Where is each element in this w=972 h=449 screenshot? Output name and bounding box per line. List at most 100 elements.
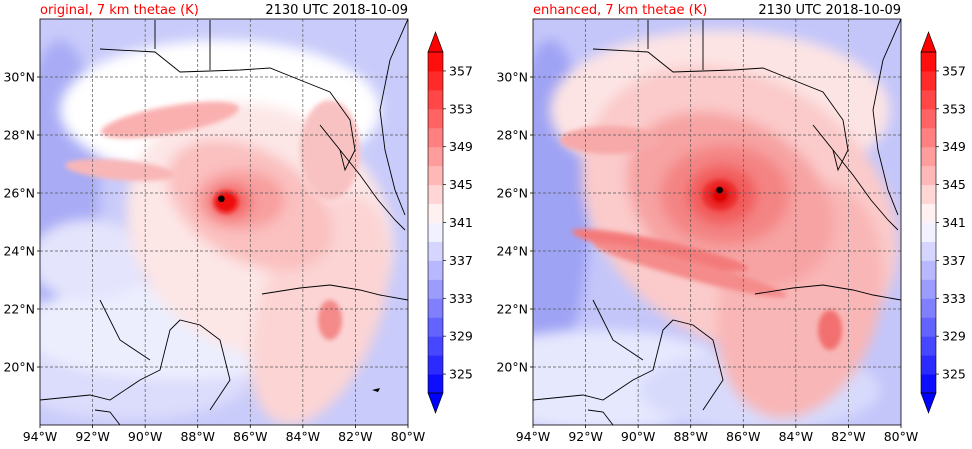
colorbar-band: [428, 336, 443, 356]
colorbar-band: [921, 89, 936, 110]
colorbar-band: [921, 374, 936, 394]
y-tick-label: 30°N: [3, 70, 35, 85]
x-tick-label: 84°W: [286, 429, 321, 444]
y-tick-label: 26°N: [496, 186, 528, 201]
colorbar-tick-label: 341: [449, 215, 473, 230]
colorbar-band: [921, 260, 936, 280]
y-tick-label: 22°N: [3, 302, 35, 317]
colorbar-tick-label: 357: [449, 63, 473, 78]
colorbar-band: [921, 336, 936, 356]
panel-title-left: enhanced, 7 km thetae (K): [533, 3, 707, 18]
colorbar-band: [921, 317, 936, 337]
colorbar-tick-label: 357: [942, 63, 966, 78]
colorbar-tick-label: 345: [942, 177, 966, 192]
y-tick-label: 30°N: [496, 70, 528, 85]
colorbar-band: [428, 146, 443, 167]
x-tick-label: 88°W: [180, 429, 215, 444]
storm-center-marker: [218, 195, 225, 203]
colorbar-band: [921, 146, 936, 167]
colorbar-band: [428, 184, 443, 205]
colorbar-band: [428, 203, 443, 223]
colorbar-band: [921, 52, 936, 72]
colorbar-extend-min: [920, 392, 937, 414]
colorbar-tick-label: 353: [942, 101, 966, 116]
colorbar-band: [921, 184, 936, 205]
colorbar-band: [428, 355, 443, 375]
colorbar-original: 325 329 333 337 341 345 349 353 357: [427, 31, 473, 414]
panel-title-right: 2130 UTC 2018-10-09: [758, 3, 901, 18]
colorbar-band: [921, 70, 936, 91]
colorbar-band: [921, 165, 936, 186]
colorbar-band: [428, 165, 443, 186]
colorbar-extend-max: [427, 31, 444, 53]
colorbar-band: [428, 317, 443, 337]
map-field-original: [40, 19, 408, 425]
colorbar-enhanced: 325 329 333 337 341 345 349 353 357: [920, 31, 966, 414]
x-tick-label: 94°W: [516, 429, 551, 444]
colorbar-band: [428, 298, 443, 318]
x-tick-label: 80°W: [391, 429, 426, 444]
y-tick-label: 28°N: [496, 128, 528, 143]
x-tick-label: 90°W: [621, 429, 656, 444]
colorbar-tick-label: 333: [942, 291, 966, 306]
colorbar-band: [428, 89, 443, 110]
x-tick-label: 80°W: [884, 429, 919, 444]
coastline: [533, 19, 901, 425]
panel-title-left: original, 7 km thetae (K): [40, 3, 199, 18]
x-tick-label: 86°W: [726, 429, 761, 444]
x-tick-label: 82°W: [338, 429, 373, 444]
colorbar-band: [428, 260, 443, 280]
colorbar-extend-min: [427, 392, 444, 414]
colorbar-band: [428, 374, 443, 394]
colorbar-band: [921, 127, 936, 148]
colorbar-band: [921, 355, 936, 375]
colorbar-tick-label: 329: [449, 329, 473, 344]
colorbar-tick-label: 325: [942, 367, 966, 382]
y-tick-label: 22°N: [496, 302, 528, 317]
y-tick-label: 20°N: [3, 360, 35, 375]
colorbar-band: [921, 203, 936, 223]
colorbar-band: [428, 108, 443, 129]
colorbar-band: [428, 127, 443, 148]
colorbar-tick-label: 349: [942, 139, 966, 154]
y-tick-label: 24°N: [3, 244, 35, 259]
colorbar-tick-label: 337: [449, 253, 473, 268]
storm-center-marker: [716, 186, 723, 194]
x-tick-label: 82°W: [831, 429, 866, 444]
colorbar-tick-label: 329: [942, 329, 966, 344]
colorbar-band: [921, 279, 936, 299]
colorbar-band: [921, 222, 936, 242]
y-tick-label: 24°N: [496, 244, 528, 259]
x-tick-label: 92°W: [75, 429, 110, 444]
colorbar-tick-label: 345: [449, 177, 473, 192]
x-tick-label: 94°W: [23, 429, 58, 444]
colorbar-tick-label: 333: [449, 291, 473, 306]
colorbar-extend-max: [920, 31, 937, 53]
colorbar-tick-label: 341: [942, 215, 966, 230]
x-tick-label: 84°W: [779, 429, 814, 444]
colorbar-tick-label: 337: [942, 253, 966, 268]
x-tick-label: 88°W: [673, 429, 708, 444]
coastline: [40, 19, 408, 425]
x-tick-label: 92°W: [568, 429, 603, 444]
map-field-enhanced: [533, 19, 901, 425]
y-tick-label: 26°N: [3, 186, 35, 201]
panel-enhanced: enhanced, 7 km thetae (K) 2130 UTC 2018-…: [532, 3, 966, 426]
colorbar-tick-label: 349: [449, 139, 473, 154]
colorbar-band: [428, 70, 443, 91]
y-tick-label: 28°N: [3, 128, 35, 143]
colorbar-band: [428, 241, 443, 261]
y-tick-label: 20°N: [496, 360, 528, 375]
colorbar-band: [921, 241, 936, 261]
colorbar-band: [428, 279, 443, 299]
panel-original: original, 7 km thetae (K) 2130 UTC 2018-…: [39, 3, 473, 426]
x-tick-label: 86°W: [233, 429, 268, 444]
colorbar-band: [921, 108, 936, 129]
panel-title-right: 2130 UTC 2018-10-09: [265, 3, 408, 18]
colorbar-band: [921, 298, 936, 318]
colorbar-tick-label: 325: [449, 367, 473, 382]
colorbar-band: [428, 222, 443, 242]
colorbar-tick-label: 353: [449, 101, 473, 116]
x-tick-label: 90°W: [128, 429, 163, 444]
